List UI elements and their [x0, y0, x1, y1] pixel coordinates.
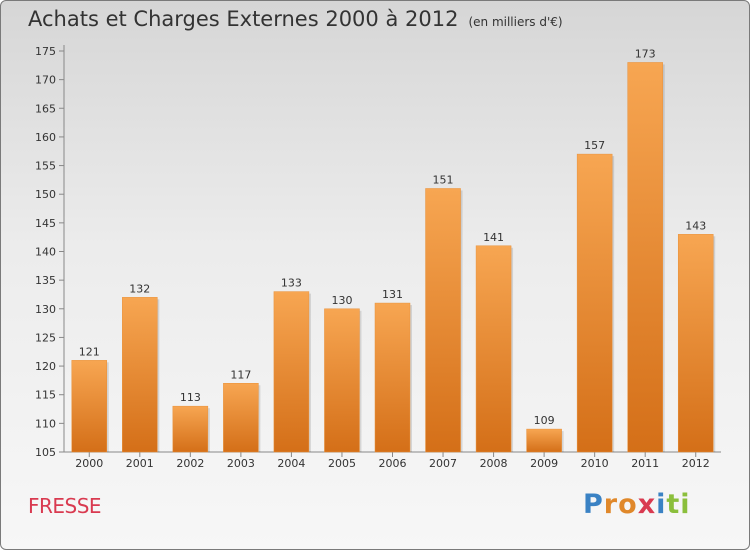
bar-value-label: 173: [635, 47, 656, 60]
logo-letter: r: [603, 489, 619, 520]
chart-axes: 105 110 115 120 125 130 135 140 145 150 155 160 165 1…: [35, 45, 721, 459]
bar-value-label: 151: [433, 173, 454, 186]
chart-title-text: Achats et Charges Externes 2000 à 2012: [28, 7, 459, 31]
bar: [273, 291, 310, 453]
x-tick-label: 2002: [176, 457, 204, 470]
y-tick-label: 165: [35, 102, 56, 115]
bar-value-label: 157: [584, 139, 605, 152]
chart-unit: (en milliers d'€): [468, 15, 563, 29]
y-tick-label: 105: [35, 446, 56, 459]
bar: [374, 302, 411, 453]
bar-value-label: 131: [382, 288, 403, 301]
bar-value-label: 130: [331, 294, 352, 307]
bar: [172, 405, 209, 453]
chart-labels: 121 2000 132 2001 113 2002 117 2003 133 2004 130 20…: [75, 47, 709, 470]
bar-value-label: 121: [79, 345, 100, 358]
y-tick-label: 135: [35, 274, 56, 287]
y-tick-label: 115: [35, 389, 56, 402]
bar-value-label: 141: [483, 231, 504, 244]
y-tick-label: 175: [35, 45, 56, 58]
x-tick-label: 2006: [379, 457, 407, 470]
bar: [223, 383, 259, 453]
x-tick-label: 2010: [581, 457, 609, 470]
y-tick-label: 120: [35, 360, 56, 373]
y-tick-label: 125: [35, 331, 56, 344]
logo-letter: x: [637, 489, 657, 520]
commune-name: FRESSE: [28, 494, 102, 518]
proxiti-logo: Proxiti: [583, 489, 691, 520]
x-tick-label: 2008: [480, 457, 508, 470]
x-tick-label: 2007: [429, 457, 457, 470]
bar: [677, 234, 714, 453]
logo-letter: o: [618, 489, 638, 520]
logo-letter: t: [666, 489, 681, 520]
y-tick-label: 140: [35, 246, 56, 259]
y-tick-label: 155: [35, 160, 56, 173]
x-tick-label: 2001: [126, 457, 154, 470]
x-tick-label: 2004: [277, 457, 305, 470]
bar-value-label: 143: [685, 219, 706, 232]
bar: [324, 308, 360, 453]
x-tick-label: 2012: [682, 457, 710, 470]
bar: [71, 360, 108, 453]
bar-value-label: 113: [180, 391, 201, 404]
x-tick-label: 2003: [227, 457, 255, 470]
y-tick-label: 170: [35, 74, 56, 87]
y-tick-label: 130: [35, 303, 56, 316]
bar-value-label: 117: [230, 368, 251, 381]
chart-bars: [71, 62, 716, 453]
x-tick-label: 2011: [631, 457, 659, 470]
x-tick-label: 2000: [75, 457, 103, 470]
y-tick-label: 110: [35, 417, 56, 430]
y-tick-label: 160: [35, 131, 56, 144]
bar-value-label: 132: [129, 282, 150, 295]
bar-value-label: 133: [281, 277, 302, 290]
x-tick-label: 2005: [328, 457, 356, 470]
logo-letter: i: [656, 489, 667, 520]
x-tick-label: 2009: [530, 457, 558, 470]
chart-title: Achats et Charges Externes 2000 à 2012 (e…: [28, 7, 563, 31]
logo-letter: i: [680, 489, 691, 520]
logo-letter: P: [583, 489, 604, 520]
y-tick-label: 145: [35, 217, 56, 230]
bar: [425, 188, 461, 453]
bar: [122, 297, 158, 453]
bar: [627, 62, 663, 453]
bar: [576, 153, 613, 453]
y-tick-label: 150: [35, 188, 56, 201]
bar: [475, 245, 512, 453]
bar-value-label: 109: [534, 414, 555, 427]
bar: [526, 428, 562, 453]
